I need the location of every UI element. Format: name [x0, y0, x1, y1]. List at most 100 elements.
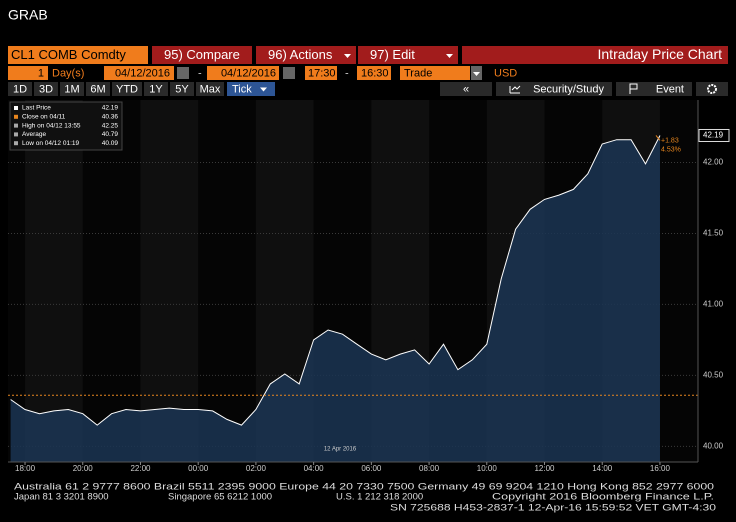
legend-value: 40.36	[102, 114, 119, 121]
legend-label: Last Price	[22, 105, 51, 112]
x-tick-label: 12:00	[534, 464, 555, 473]
toolbar-button[interactable]	[256, 46, 356, 64]
settings-button[interactable]	[696, 82, 728, 96]
x-tick-label: 16:00	[650, 464, 671, 473]
calendar-icon[interactable]	[283, 67, 295, 79]
range-label: 1Y	[149, 83, 163, 95]
time-band	[25, 100, 83, 462]
x-tick-label: 00:00	[188, 464, 209, 473]
legend-label: High on 04/12 13:55	[22, 122, 81, 129]
range-button[interactable]	[86, 82, 110, 96]
separator: -	[198, 67, 202, 79]
range-button[interactable]	[60, 82, 84, 96]
legend-value: 40.79	[102, 131, 119, 138]
dropdown-arrow	[446, 54, 453, 58]
legend-value: 42.25	[102, 122, 119, 129]
range-label: YTD	[116, 83, 138, 95]
footer-line: U.S. 1 212 318 2000	[336, 492, 423, 503]
range-label: 6M	[90, 83, 105, 95]
y-tick-label: 40.00	[703, 441, 724, 450]
range-label: Max	[200, 83, 221, 95]
x-tick-label: 14:00	[592, 464, 613, 473]
x-tick-label: 08:00	[419, 464, 440, 473]
end-time: 16:30	[361, 67, 389, 79]
field-value: Trade	[404, 67, 432, 79]
legend-swatch	[14, 106, 18, 110]
last-price-tag-label: 42.19	[703, 131, 724, 140]
end-date-field[interactable]	[207, 66, 279, 80]
function-name-bar	[462, 46, 728, 64]
price-area	[10, 135, 661, 462]
last-price-tag	[698, 128, 730, 142]
toolbar-right-label: Security/Study	[533, 83, 604, 95]
time-band	[140, 100, 199, 462]
range-label: 5Y	[175, 83, 189, 95]
legend-label: Average	[22, 131, 46, 138]
y-tick-label: 41.50	[703, 229, 724, 238]
footer-line: SN 725688 H453-2837-1 12-Apr-16 15:59:52…	[390, 503, 716, 514]
footer-line: Copyright 2016 Bloomberg Finance L.P.	[492, 492, 714, 503]
dropdown-arrow	[473, 72, 480, 76]
legend-swatch	[14, 123, 18, 128]
flag-icon	[629, 83, 638, 94]
start-time-field[interactable]	[305, 66, 337, 80]
x-tick-label: 22:00	[130, 464, 151, 473]
range-button[interactable]	[8, 82, 32, 96]
legend-box	[9, 101, 123, 151]
x-tick-label: 18:00	[15, 464, 36, 473]
end-date: 04/12/2016	[221, 67, 276, 79]
toolbar-button-label: 95) Compare	[164, 47, 240, 62]
x-tick-label: 06:00	[361, 464, 382, 473]
range-button[interactable]	[196, 82, 224, 96]
legend-value: 40.09	[102, 140, 119, 147]
dropdown-arrow	[260, 87, 267, 92]
toolbar-button-label: 96) Actions	[268, 47, 333, 62]
start-date-field[interactable]	[104, 66, 174, 80]
toolbar-button[interactable]	[358, 46, 458, 64]
days-field[interactable]	[8, 66, 48, 80]
range-button[interactable]	[144, 82, 168, 96]
range-button[interactable]	[170, 82, 194, 96]
start-time: 17:30	[308, 67, 336, 79]
legend-label: Close on 04/11	[22, 114, 66, 121]
security-field[interactable]	[8, 46, 148, 64]
toolbar-button-label: 97) Edit	[370, 47, 415, 62]
range-button[interactable]	[34, 82, 58, 96]
toolbar-right-button[interactable]	[440, 82, 492, 96]
range-button[interactable]	[112, 82, 142, 96]
days-value: 1	[38, 67, 44, 79]
currency: USD	[494, 67, 517, 79]
field-dropdown[interactable]	[400, 66, 470, 80]
x-tick-label: 10:00	[477, 464, 498, 473]
gear-icon	[707, 84, 717, 94]
legend-value: 42.19	[102, 105, 119, 112]
legend-swatch	[14, 132, 18, 137]
security-text: CL1 COMB Comdty	[11, 47, 126, 62]
y-tick-label: 42.00	[703, 158, 724, 167]
function-name: Intraday Price Chart	[598, 46, 723, 62]
tick-button[interactable]	[227, 82, 275, 96]
toolbar-right-button[interactable]	[616, 82, 692, 96]
footer-line: Australia 61 2 9777 8600 Brazil 5511 239…	[14, 482, 714, 493]
toolbar-right-label: Event	[656, 83, 684, 95]
x-tick-label: 04:00	[304, 464, 325, 473]
calendar-icon[interactable]	[177, 67, 189, 79]
separator: -	[345, 67, 349, 79]
window-title: GRAB	[8, 7, 48, 23]
start-date: 04/12/2016	[115, 67, 170, 79]
range-label: 1M	[64, 83, 79, 95]
date-label: 12 Apr 2016	[324, 447, 357, 453]
legend-swatch	[14, 141, 18, 146]
footer-line: Singapore 65 6212 1000	[168, 492, 272, 503]
dropdown-arrow	[344, 54, 351, 58]
footer-line: Japan 81 3 3201 8900	[14, 492, 109, 503]
end-time-field[interactable]	[357, 66, 391, 80]
range-label: 3D	[39, 83, 53, 95]
toolbar-button[interactable]	[152, 46, 252, 64]
change-label: +1.83	[661, 137, 679, 144]
toolbar-right-label: «	[463, 83, 469, 95]
y-tick-label: 40.50	[703, 371, 724, 380]
toolbar-right-button[interactable]	[496, 82, 612, 96]
